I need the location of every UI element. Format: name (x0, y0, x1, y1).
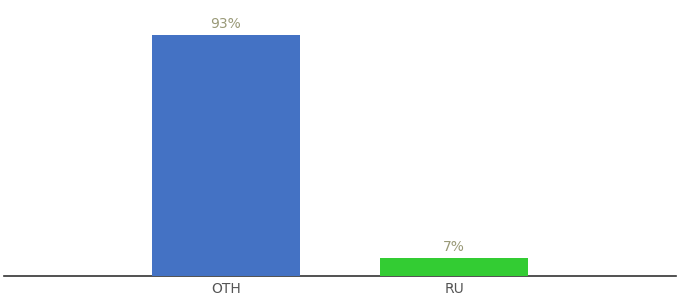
Text: 7%: 7% (443, 240, 465, 254)
Text: 93%: 93% (210, 17, 241, 32)
Bar (152, 35, 300, 276)
Bar (380, 258, 528, 276)
